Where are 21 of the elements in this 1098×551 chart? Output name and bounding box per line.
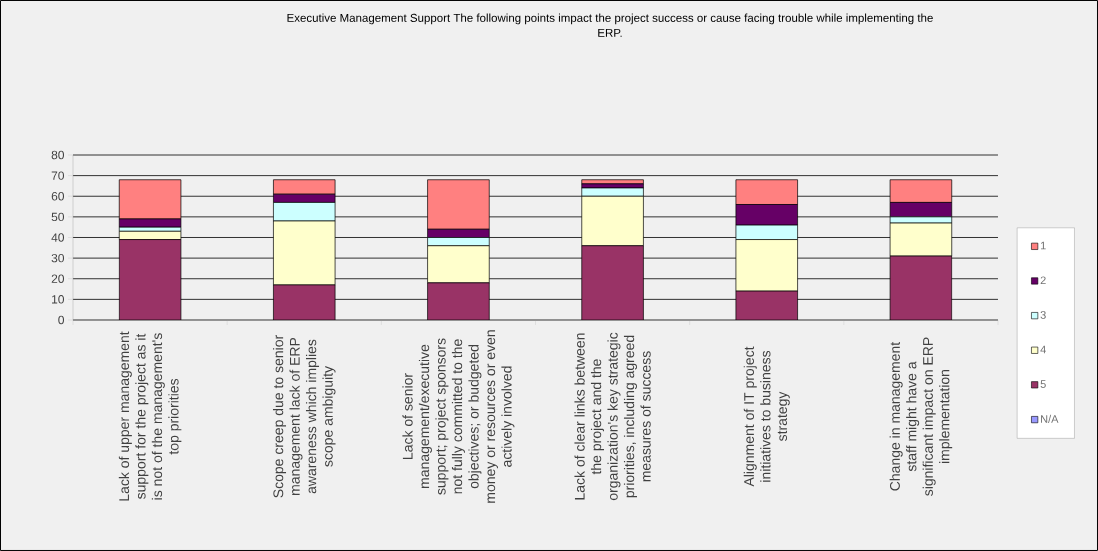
x-tick-label: Lack of senior management/executive support; project sponsors not fully committed to the objectives; or budgeted money or resources or even actively involved <box>402 330 515 503</box>
y-tick-label: 10 <box>52 295 65 304</box>
y-tick-label: 80 <box>51 150 65 160</box>
x-tick-label: Alignment of IT project initiatives to business strategy <box>743 346 790 487</box>
legend-label: 5 <box>1040 380 1046 388</box>
legend-label: N/A <box>1041 414 1059 423</box>
y-tick-label: 30 <box>51 253 65 263</box>
y-tick-label: 40 <box>51 233 65 242</box>
legend-label: 3 <box>1040 311 1046 319</box>
chart-title: Executive Management Support The following points impact the project success or cause facing trouble while implementing the ERP. <box>287 13 933 37</box>
legend-label: 4 <box>1040 345 1046 354</box>
y-tick-label: 60 <box>51 192 65 201</box>
x-tick-label: Scope creep due to senior management lack of ERP awareness which implies scope ambiguity <box>272 335 336 498</box>
legend-label: 2 <box>1040 276 1046 285</box>
legend-label: 1 <box>1040 241 1046 250</box>
y-tick-label: 0 <box>58 315 65 325</box>
y-tick-label: 20 <box>51 274 65 283</box>
x-tick-label: Lack of upper management support for the project as it is not of the management's top priorities <box>118 331 182 501</box>
y-tick-label: 50 <box>51 212 65 222</box>
x-tick-label: Change in management staff might have a significant impact on ERP implementation <box>889 337 953 496</box>
y-tick-label: 70 <box>51 171 65 180</box>
